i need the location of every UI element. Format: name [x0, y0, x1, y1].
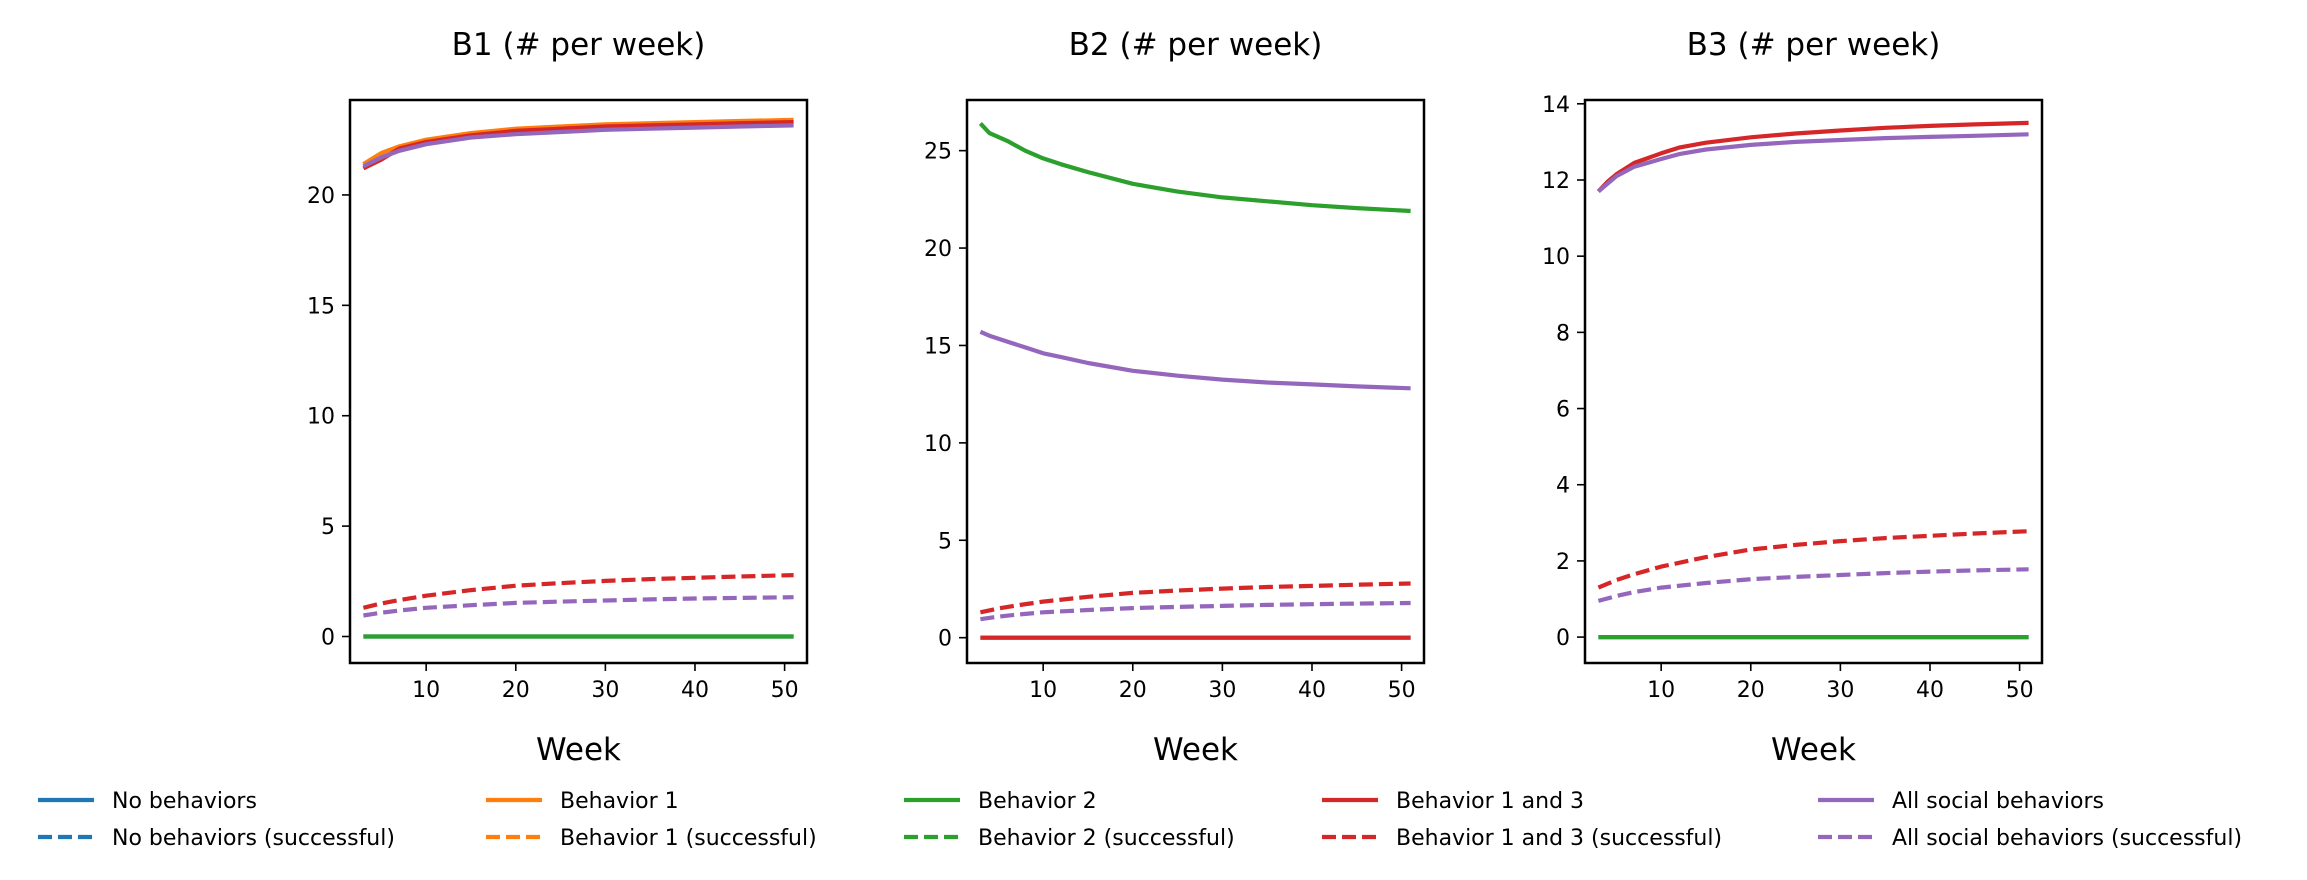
x-tick-label: 30 [1826, 678, 1854, 703]
legend-label: Behavior 1 [560, 789, 679, 814]
panel-3: B3 (# per week) 10 20 30 40 50 0 2 4 6 8 10 12 14 Week [1542, 27, 2044, 768]
x-axis-label: Week [536, 732, 621, 768]
panel-title: B1 (# per week) [452, 27, 706, 63]
x-tick-label: 50 [771, 678, 799, 703]
axes-frame [1583, 98, 2044, 665]
x-tick-label: 20 [1119, 678, 1147, 703]
y-tick-label: 0 [938, 627, 952, 652]
x-tick-label: 10 [412, 678, 440, 703]
series-line-behavior-1 [362, 117, 794, 166]
y-tick-label: 14 [1542, 93, 1570, 118]
legend-label: No behaviors [112, 789, 257, 814]
legend: No behaviors No behaviors (successful) Beh… [38, 789, 2242, 851]
y-tick-label: 15 [924, 334, 952, 359]
legend-item: Behavior 1 (successful) [486, 826, 817, 851]
y-tick-label: 4 [1556, 474, 1570, 499]
y-tick-label: 20 [924, 237, 952, 262]
y-tick-label: 0 [1556, 626, 1570, 651]
series-group [362, 117, 794, 639]
y-tick-label: 0 [321, 626, 335, 651]
y-tick-label: 15 [307, 294, 335, 319]
legend-item: Behavior 2 (successful) [904, 826, 1235, 851]
legend-item: Behavior 1 and 3 (successful) [1322, 826, 1722, 851]
y-tick-label: 5 [321, 515, 335, 540]
legend-item: Behavior 1 [486, 789, 679, 814]
legend-item: All social behaviors (successful) [1818, 826, 2242, 851]
legend-item: No behaviors (successful) [38, 826, 395, 851]
series-line-behavior-1-and-3-successful- [362, 573, 794, 610]
series-line-all-social-behaviors-successful- [363, 595, 794, 618]
series-line-all-social-behaviors [1597, 132, 2029, 194]
y-tick-label: 5 [938, 529, 952, 554]
axes-frame [965, 98, 1426, 665]
x-axis-label: Week [1153, 732, 1238, 768]
x-tick-label: 30 [591, 678, 619, 703]
x-tick-label: 20 [1737, 678, 1765, 703]
legend-label: Behavior 2 (successful) [978, 826, 1235, 851]
x-tick-label: 20 [502, 678, 530, 703]
x-tick-label: 40 [1916, 678, 1944, 703]
x-tick-label: 50 [2006, 678, 2034, 703]
series-line-all-social-behaviors [362, 123, 794, 169]
series-line-all-social-behaviors [979, 329, 1411, 391]
legend-label: Behavior 2 [978, 789, 1097, 814]
x-tick-label: 30 [1208, 678, 1236, 703]
legend-label: Behavior 1 and 3 (successful) [1396, 826, 1722, 851]
y-tick-label: 8 [1556, 321, 1570, 346]
series-line-behavior-1-and-3-successful- [1597, 529, 2029, 590]
y-tick-label: 10 [307, 405, 335, 430]
y-tick-label: 12 [1542, 169, 1570, 194]
series-group [978, 121, 1411, 640]
series-group [1596, 120, 2029, 640]
series-line-all-social-behaviors-successful- [1597, 567, 2029, 603]
y-tick-label: 10 [924, 432, 952, 457]
panel-title: B3 (# per week) [1687, 27, 1941, 63]
series-line-behavior-2 [978, 121, 1411, 214]
legend-label: Behavior 1 and 3 [1396, 789, 1584, 814]
series-line-behavior-1-and-3-successful- [979, 581, 1411, 615]
x-axis-label: Week [1771, 732, 1856, 768]
y-tick-label: 6 [1556, 398, 1570, 423]
y-tick-label: 2 [1556, 550, 1570, 575]
legend-label: No behaviors (successful) [112, 826, 395, 851]
legend-item: All social behaviors [1818, 789, 2104, 814]
legend-label: Behavior 1 (successful) [560, 826, 817, 851]
series-line-all-social-behaviors-successful- [980, 600, 1411, 622]
panel-1: B1 (# per week) 10 20 30 40 50 0 5 10 15 20 Week [307, 27, 809, 768]
legend-item: Behavior 1 and 3 [1322, 789, 1584, 814]
panel-title: B2 (# per week) [1069, 27, 1323, 63]
x-tick-label: 10 [1647, 678, 1675, 703]
x-tick-label: 40 [1298, 678, 1326, 703]
legend-label: All social behaviors [1892, 789, 2104, 814]
panel-2: B2 (# per week) 10 20 30 40 50 0 5 10 15 20 25 Week [924, 27, 1426, 768]
legend-label: All social behaviors (successful) [1892, 826, 2242, 851]
y-tick-label: 10 [1542, 245, 1570, 270]
x-tick-label: 10 [1029, 678, 1057, 703]
y-tick-label: 25 [924, 140, 952, 165]
legend-item: No behaviors [38, 789, 257, 814]
y-tick-label: 20 [307, 184, 335, 209]
x-tick-label: 50 [1388, 678, 1416, 703]
legend-item: Behavior 2 [904, 789, 1097, 814]
axes-frame [348, 98, 809, 665]
x-tick-label: 40 [681, 678, 709, 703]
